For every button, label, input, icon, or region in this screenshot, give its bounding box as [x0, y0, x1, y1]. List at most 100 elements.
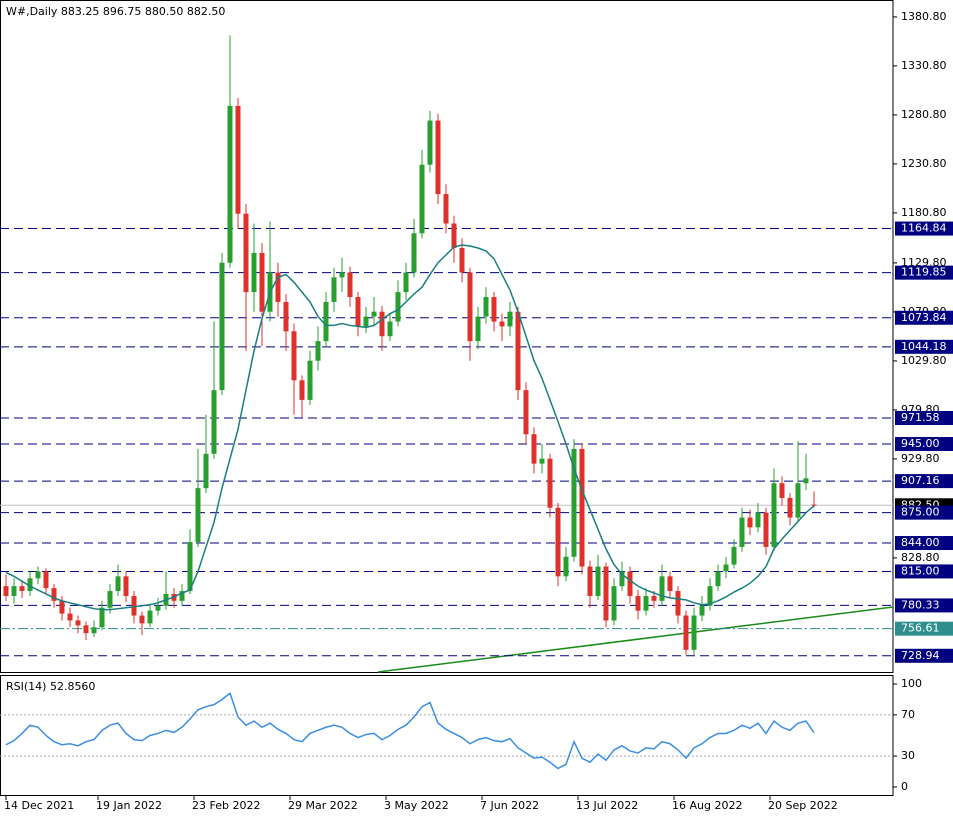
- trend-line: [377, 606, 894, 673]
- level-box: [895, 265, 953, 280]
- y-tick-label: 1180.80: [901, 206, 947, 219]
- candle-body: [571, 448, 577, 557]
- candle-body: [563, 556, 569, 577]
- y-tick-label: 1230.80: [901, 157, 947, 170]
- candle-body: [291, 331, 297, 381]
- candle-body: [323, 301, 329, 342]
- level-box: [895, 505, 953, 520]
- candle-body: [379, 311, 385, 337]
- candle-body: [811, 504, 817, 506]
- candle-body: [691, 615, 697, 650]
- level-box: [895, 621, 953, 636]
- candle-body: [755, 512, 761, 528]
- candle-body: [115, 576, 121, 592]
- moving-average: [5, 244, 815, 611]
- x-tick-label: 13 Jul 2022: [576, 799, 638, 812]
- candle-body: [579, 448, 585, 567]
- candle-body: [59, 600, 65, 614]
- candle-body: [539, 458, 545, 464]
- candle-body: [11, 586, 17, 596]
- candle-body: [347, 272, 353, 298]
- level-box: [895, 536, 953, 551]
- candle-body: [643, 595, 649, 611]
- level-label: 945.00: [901, 437, 940, 450]
- candle-body: [427, 120, 433, 165]
- candle-body: [35, 571, 41, 579]
- level-label: 1164.84: [901, 222, 947, 235]
- chart-title: W#,Daily 883.25 896.75 880.50 882.50: [6, 5, 225, 18]
- x-tick-label: 29 Mar 2022: [288, 799, 358, 812]
- candle-body: [131, 595, 137, 616]
- level-box: [895, 474, 953, 489]
- candle-body: [187, 542, 193, 592]
- candle-body: [283, 301, 289, 332]
- candle-body: [467, 272, 473, 342]
- level-label: 1044.18: [901, 340, 947, 353]
- level-label: 844.00: [901, 536, 940, 549]
- y-tick-label: 1380.80: [901, 10, 947, 23]
- candle-body: [707, 586, 713, 606]
- candle-body: [315, 341, 321, 361]
- level-label: 728.94: [901, 649, 940, 662]
- candle-body: [459, 248, 465, 273]
- candle-body: [139, 615, 145, 624]
- level-label: 907.16: [901, 474, 940, 487]
- candle-body: [491, 297, 497, 322]
- candle-body: [155, 605, 161, 611]
- rsi-tick-label: 30: [901, 749, 915, 762]
- candle-body: [67, 613, 73, 621]
- level-label: 875.00: [901, 506, 940, 519]
- candle-body: [659, 576, 665, 601]
- candle-body: [371, 311, 377, 317]
- candle-body: [683, 615, 689, 650]
- candle-body: [43, 571, 49, 589]
- x-tick-label: 3 May 2022: [384, 799, 449, 812]
- candle-body: [339, 272, 345, 278]
- candle-body: [403, 272, 409, 293]
- candle-body: [179, 591, 185, 601]
- candle-body: [251, 252, 257, 293]
- level-box: [895, 221, 953, 236]
- candle-body: [515, 311, 521, 391]
- y-tick-label: 1280.80: [901, 108, 947, 121]
- candle-body: [699, 605, 705, 616]
- x-tick-label: 14 Dec 2021: [4, 799, 74, 812]
- candle-body: [443, 194, 449, 224]
- y-tick-label: 1129.80: [901, 256, 947, 269]
- candle-body: [331, 277, 337, 302]
- candle-body: [619, 571, 625, 587]
- price-panel: [0, 0, 894, 673]
- rsi-panel: [0, 675, 894, 796]
- candle-body: [595, 566, 601, 596]
- candle-body: [91, 627, 97, 634]
- candle-body: [803, 478, 809, 484]
- candle-body: [531, 434, 537, 464]
- level-box: [895, 339, 953, 354]
- candle-body: [243, 213, 249, 293]
- candle-body: [219, 262, 225, 391]
- level-label: 1073.84: [901, 311, 947, 324]
- candle-body: [587, 566, 593, 596]
- y-tick-label: 1330.80: [901, 59, 947, 72]
- candle-body: [739, 517, 745, 547]
- candle-body: [387, 321, 393, 337]
- candle-body: [411, 233, 417, 273]
- candle-body: [227, 105, 233, 263]
- candle-body: [107, 591, 113, 608]
- candle-body: [123, 576, 129, 596]
- x-tick-label: 23 Feb 2022: [192, 799, 260, 812]
- candle-body: [555, 507, 561, 577]
- level-box: [895, 437, 953, 452]
- candle-body: [651, 595, 657, 601]
- candle-body: [603, 566, 609, 621]
- candle-body: [419, 164, 425, 234]
- candle-body: [627, 571, 633, 596]
- level-box: [895, 598, 953, 613]
- candle-body: [27, 578, 33, 592]
- y-tick-label: 1029.80: [901, 354, 947, 367]
- candle-body: [483, 297, 489, 317]
- level-label: 815.00: [901, 564, 940, 577]
- candle-body: [507, 311, 513, 327]
- candle-body: [395, 292, 401, 322]
- candle-body: [211, 390, 217, 454]
